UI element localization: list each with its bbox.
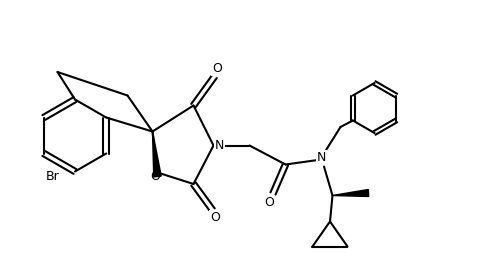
Text: Br: Br	[46, 170, 60, 183]
Text: O: O	[210, 211, 220, 224]
Text: O: O	[264, 196, 274, 208]
Polygon shape	[332, 189, 368, 196]
Polygon shape	[152, 132, 161, 177]
Text: O: O	[212, 62, 222, 76]
Text: O: O	[150, 170, 160, 183]
Text: N: N	[215, 139, 224, 152]
Text: N: N	[317, 151, 326, 164]
